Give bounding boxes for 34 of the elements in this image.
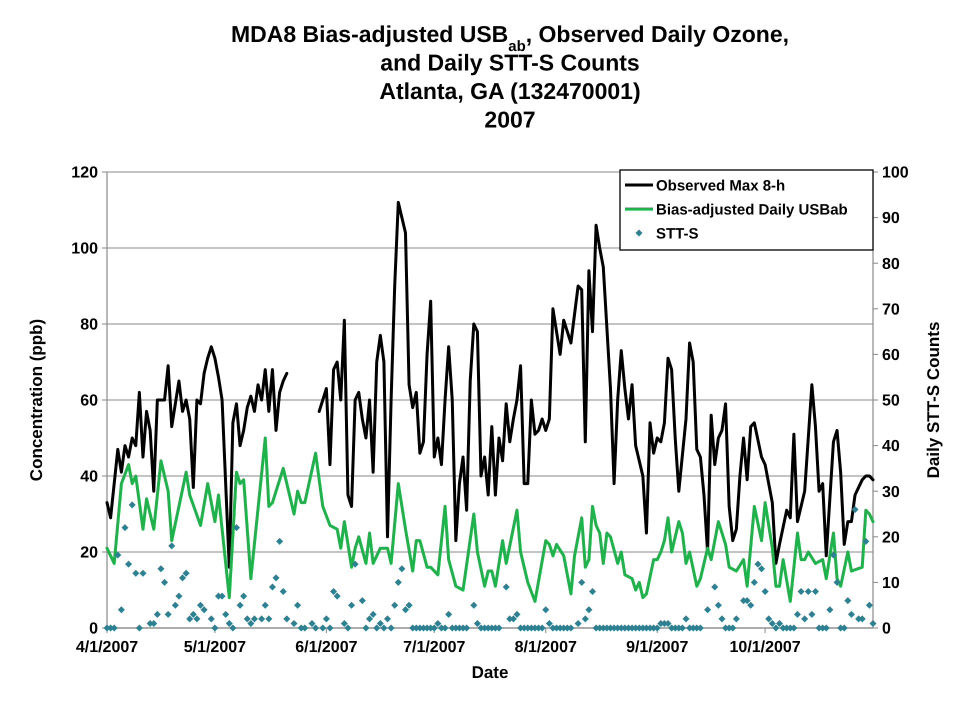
y2-axis-title: Daily STT-S Counts bbox=[924, 322, 943, 478]
y2-tick-label: 20 bbox=[882, 529, 900, 546]
y-tick-label: 40 bbox=[80, 468, 98, 486]
x-tick-label: 7/1/2007 bbox=[403, 639, 466, 656]
x-tick-label: 5/1/2007 bbox=[184, 639, 246, 656]
y-tick-label: 20 bbox=[80, 544, 98, 562]
x-tick-label: 4/1/2007 bbox=[76, 639, 138, 656]
y-axis-title: Concentration (ppb) bbox=[27, 318, 46, 482]
legend-label: STT-S bbox=[656, 225, 699, 242]
x-axis-title: Date bbox=[472, 663, 508, 682]
legend-label: Bias-adjusted Daily USBab bbox=[656, 201, 848, 218]
x-tick-label: 9/1/2007 bbox=[626, 639, 688, 656]
x-tick-label: 8/1/2007 bbox=[514, 639, 577, 656]
y2-tick-label: 50 bbox=[882, 392, 900, 410]
y2-tick-label: 80 bbox=[882, 256, 900, 273]
y2-tick-label: 40 bbox=[882, 438, 900, 456]
y2-tick-label: 70 bbox=[882, 301, 900, 318]
y2-tick-label: 100 bbox=[882, 164, 909, 182]
chart-subtitle: Atlanta, GA (132470001) 2007 bbox=[379, 78, 641, 132]
y-tick-label: 0 bbox=[89, 620, 98, 638]
legend-label: Observed Max 8-h bbox=[656, 177, 786, 194]
chart-title: MDA8 Bias-adjusted USB$_{ab}$, Observed Daily Ozone, and Daily STT-S Counts bbox=[230, 21, 790, 76]
y-tick-label: 120 bbox=[71, 164, 98, 182]
y2-tick-label: 30 bbox=[882, 484, 900, 501]
line-series bbox=[106, 436, 874, 603]
y-tick-label: 100 bbox=[71, 240, 98, 258]
x-tick-label: 6/1/2007 bbox=[295, 639, 358, 656]
y-tick-label: 80 bbox=[80, 316, 98, 334]
y2-tick-label: 60 bbox=[882, 347, 900, 364]
y2-tick-label: 0 bbox=[882, 620, 891, 638]
y2-tick-label: 10 bbox=[882, 575, 900, 592]
y2-tick-label: 90 bbox=[882, 210, 900, 228]
y-tick-label: 60 bbox=[80, 392, 98, 410]
x-tick-label: 10/1/2007 bbox=[730, 639, 801, 656]
